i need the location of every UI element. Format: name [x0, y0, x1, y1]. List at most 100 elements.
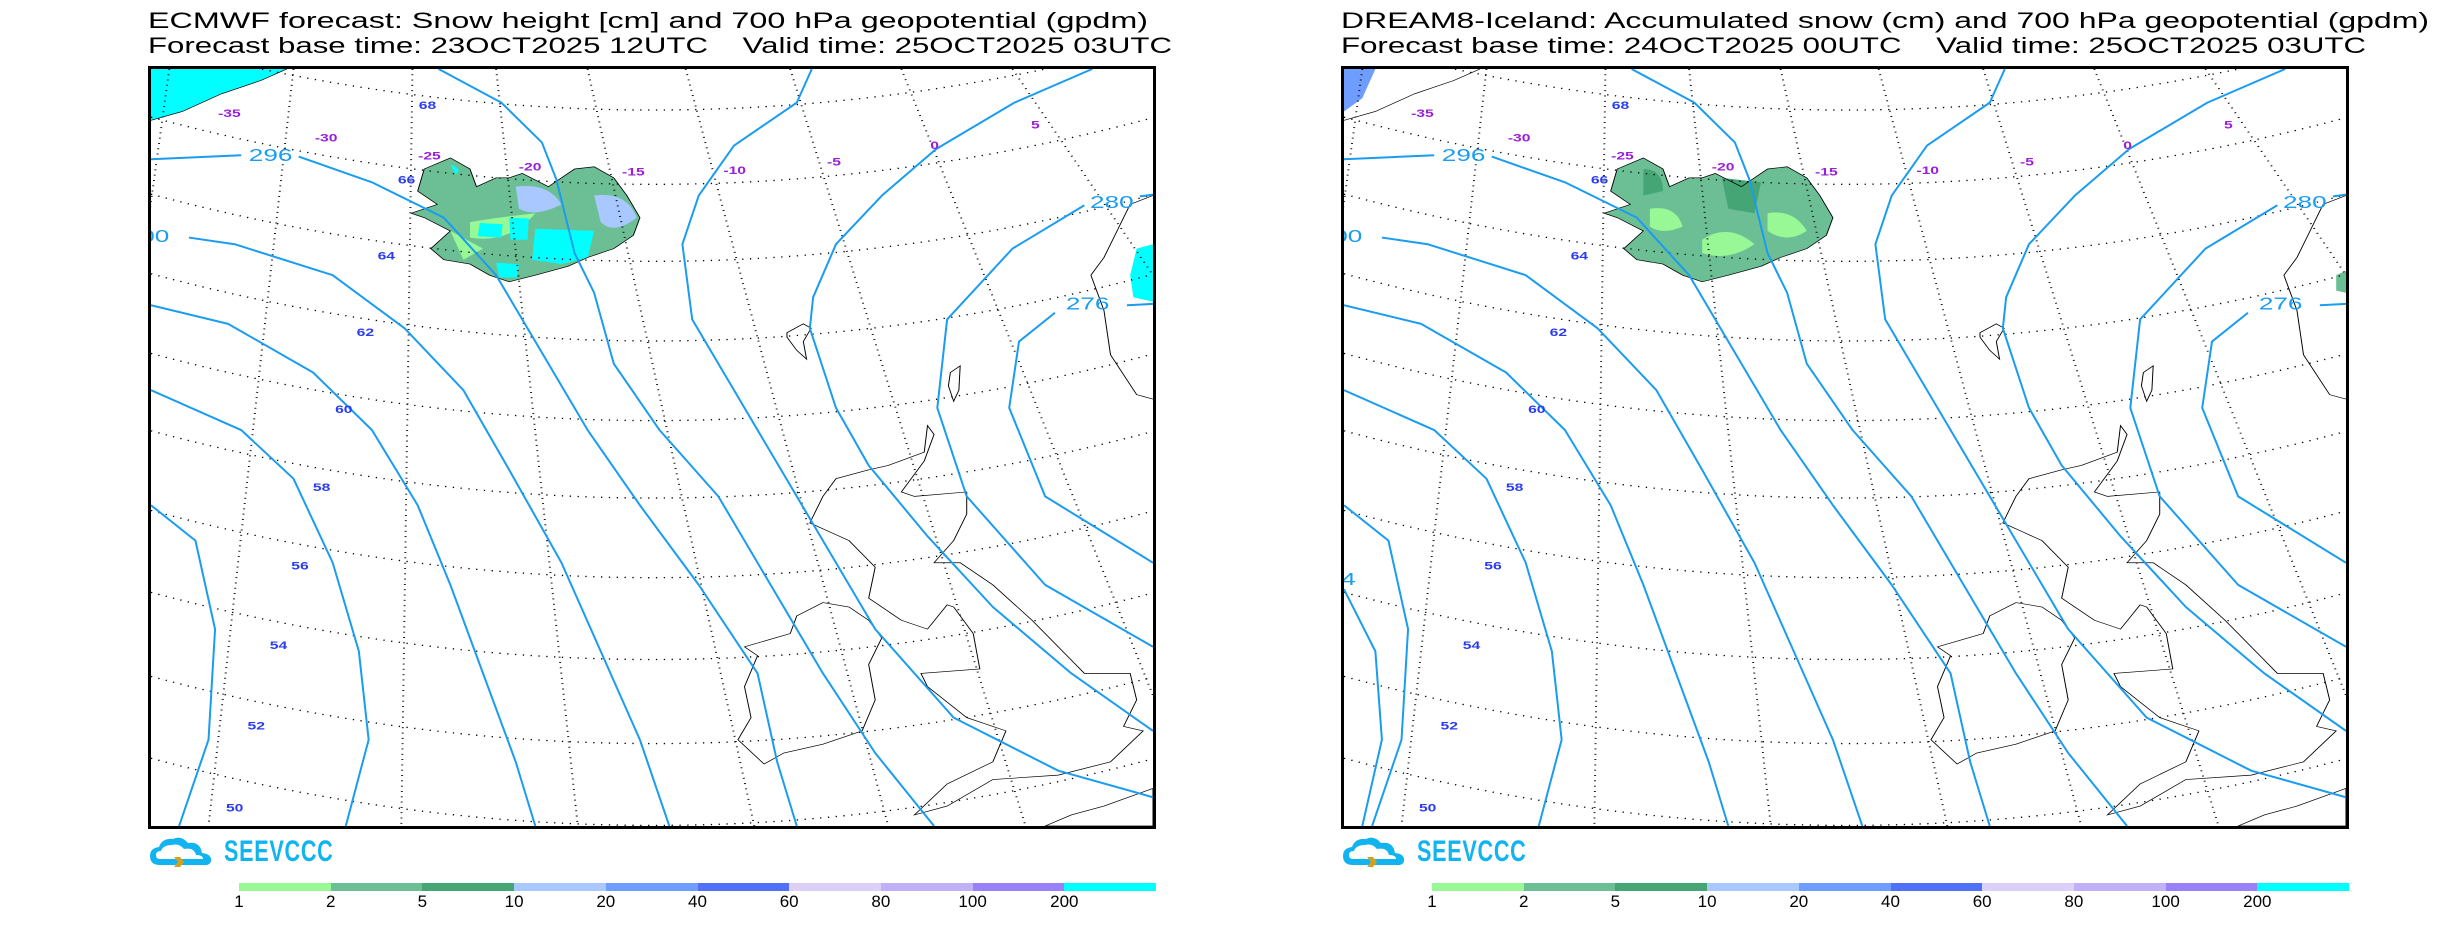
- ireland-coast: [737, 602, 883, 765]
- latitude-line: [151, 757, 1153, 826]
- graticule: [151, 69, 1153, 826]
- latitude-label: 64: [1571, 250, 1589, 262]
- snow-patch: [515, 185, 637, 228]
- ecmwf-panel: ECMWF forecast: Snow height [cm] and 700…: [148, 0, 1258, 925]
- faroe-coast: [1979, 323, 2005, 361]
- snow-layer: [1344, 69, 2346, 293]
- longitude-label: -35: [218, 107, 241, 119]
- contour-line: [189, 238, 669, 826]
- colorbar-swatch: [422, 883, 515, 891]
- colorbar-swatch: [2257, 883, 2350, 891]
- britain-coast: [2002, 424, 2337, 816]
- forecast-map[interactable]: 29630028027668666462605856545250-35-30-2…: [148, 66, 1156, 829]
- longitude-label: -25: [418, 150, 441, 162]
- map-canvas[interactable]: 29630028027630468666462605856545250-35-3…: [1344, 69, 2346, 826]
- latitude-label: 52: [248, 720, 265, 732]
- latitude-label: 58: [313, 482, 331, 494]
- colorbar-label: 60: [1972, 892, 1992, 911]
- longitude-label: -35: [1411, 107, 1434, 119]
- contour-line: [1875, 69, 2346, 797]
- latitude-label: 64: [378, 250, 396, 262]
- title-line-1: DREAM8-Iceland: Accumulated snow (cm) an…: [1341, 8, 2429, 33]
- continent-coast: [1044, 788, 1153, 826]
- contour-line: [1344, 390, 1562, 826]
- latitude-label: 50: [1419, 802, 1436, 814]
- colorbar-label: 200: [2243, 892, 2272, 911]
- latitude-label: 56: [291, 560, 308, 572]
- latitude-line: [1344, 591, 2346, 661]
- latitude-line: [151, 193, 1153, 262]
- longitude-label: -5: [827, 156, 842, 168]
- longitude-line: [789, 69, 1027, 826]
- longitude-label: -20: [1712, 161, 1735, 173]
- colorbar-labels: 1 2 5 10 20 40 60 80 100 200: [1427, 892, 2349, 912]
- contour-line: [151, 390, 369, 826]
- map-canvas[interactable]: 29630028027668666462605856545250-35-30-2…: [151, 69, 1153, 826]
- panel-title: DREAM8-Iceland: Accumulated snow (cm) an…: [1341, 8, 2429, 58]
- colorbar-swatch: [1432, 883, 1524, 891]
- contour-label: 280: [2283, 192, 2327, 212]
- colorbar-swatch: [697, 883, 790, 891]
- colorbar-swatch: [239, 883, 331, 891]
- contour-line: [2202, 313, 2346, 563]
- latitude-label: 66: [398, 174, 415, 186]
- longitude-label: 0: [2123, 140, 2132, 152]
- norway-coast: [1090, 195, 1153, 400]
- longitude-line: [1877, 69, 2083, 826]
- latitude-line: [151, 273, 1153, 342]
- colorbar-swatch: [789, 883, 881, 891]
- contour-line: [2130, 205, 2346, 647]
- longitude-label: -30: [1508, 132, 1531, 144]
- latitude-line: [257, 69, 1049, 111]
- latitude-line: [151, 675, 1153, 745]
- dream8-panel: DREAM8-Iceland: Accumulated snow (cm) an…: [1341, 0, 2449, 925]
- longitude-line: [2204, 69, 2346, 276]
- colorbar-swatch: [1064, 883, 1157, 891]
- colorbar-label: 20: [1789, 892, 1809, 911]
- contour-label: 296: [1442, 145, 1486, 165]
- seevccc-logo: SEEVCCC: [1341, 835, 1569, 869]
- snow-patch: [1643, 168, 1762, 214]
- continent-coast: [2237, 788, 2346, 826]
- longitude-line: [207, 69, 295, 826]
- contour-line: [151, 305, 535, 826]
- title-line-2: Forecast base time: 24OCT2025 00UTC Vali…: [1341, 33, 2366, 58]
- longitude-label: -30: [315, 132, 338, 144]
- colorbar-label: 2: [1518, 892, 1529, 911]
- title-line-1: ECMWF forecast: Snow height [cm] and 700…: [148, 8, 1148, 33]
- forecast-map[interactable]: 29630028027630468666462605856545250-35-3…: [1341, 66, 2349, 829]
- contour-line: [1344, 589, 1382, 826]
- longitude-line: [1779, 69, 1949, 826]
- colorbar-label: 100: [2151, 892, 2180, 911]
- britain-coast: [809, 424, 1144, 816]
- colorbar-label: 60: [779, 892, 799, 911]
- longitude-line: [1400, 69, 1488, 826]
- latitude-label: 68: [419, 99, 437, 111]
- latitude-label: 52: [1441, 720, 1458, 732]
- latitude-line: [1344, 116, 2346, 186]
- contour-line: [439, 69, 934, 826]
- contour-label: 280: [1090, 192, 1134, 212]
- faroe-coast: [786, 323, 812, 361]
- latitude-label: 58: [1506, 482, 1524, 494]
- longitude-line: [1688, 69, 1772, 826]
- colorbar-label: 20: [596, 892, 616, 911]
- colorbar-swatch: [1707, 883, 1799, 891]
- longitude-line: [684, 69, 890, 826]
- latitude-line: [1344, 757, 2346, 826]
- colorbar-label: 10: [1697, 892, 1717, 911]
- colorbar-label: 1: [1427, 892, 1437, 911]
- shetland-coast: [2140, 365, 2154, 403]
- latitude-label: 62: [1550, 327, 1567, 339]
- longitude-line: [1982, 69, 2220, 826]
- seevccc-logo: SEEVCCC: [148, 835, 376, 869]
- shetland-coast: [947, 365, 961, 403]
- latitude-label: 68: [1612, 99, 1630, 111]
- longitude-label: -25: [1611, 150, 1634, 162]
- cloud-icon: [1343, 837, 1405, 867]
- contour-line: [1009, 313, 1153, 563]
- colorbar: [1432, 883, 2350, 891]
- contour-line: [1382, 238, 1862, 826]
- latitude-line: [151, 430, 1153, 499]
- graticule: [1344, 69, 2346, 826]
